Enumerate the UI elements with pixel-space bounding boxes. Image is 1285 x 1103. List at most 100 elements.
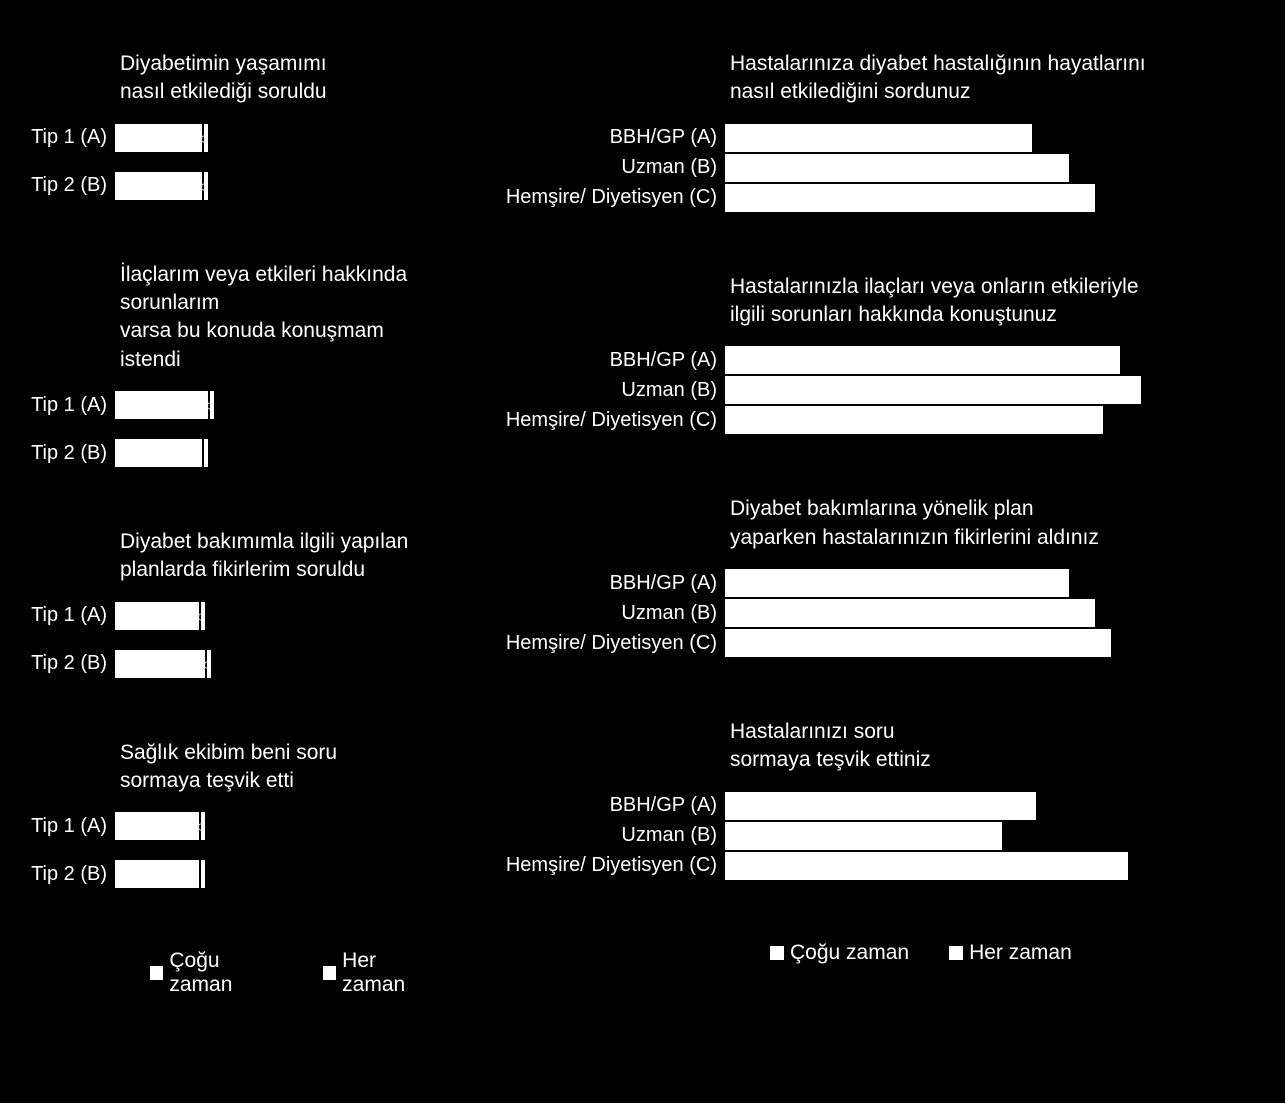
right-section-2-title: Hastalarınızla ilaçları veya onların etk… xyxy=(730,273,1150,330)
bar-row: Uzman (B) xyxy=(480,375,1260,405)
bar-fill xyxy=(115,650,211,678)
bar-footnote: b xyxy=(200,130,207,145)
bar-footnote: b xyxy=(197,819,204,834)
title-line: Hastalarınızı sorusormaya teşvik ettiniz xyxy=(730,720,931,771)
bar-label: Tip 1 (A) xyxy=(20,815,115,838)
right-section-3-bars: BBH/GP (A) Uzman (B) Hemşire/ Diyetisyen… xyxy=(480,568,1260,658)
bar-track: b xyxy=(115,650,415,678)
legend-swatch-icon xyxy=(949,946,963,960)
legend-item-her: Her zaman xyxy=(323,949,440,997)
bar-row: Hemşire/ Diyetisyen (C) xyxy=(480,405,1260,435)
right-section-3-title: Diyabet bakımlarına yönelik planyaparken… xyxy=(730,495,1150,552)
bar-track xyxy=(725,124,1145,152)
bar-fill xyxy=(725,852,1128,880)
bar-row: BBH/GP (A) xyxy=(480,123,1260,153)
left-section-2: İlaçlarım veya etkileri hakkında sorunla… xyxy=(20,261,440,468)
bar-fill xyxy=(115,172,208,200)
title-line: Hastalarınızla ilaçları veya onların etk… xyxy=(730,275,1139,326)
bar-row: Uzman (B) xyxy=(480,153,1260,183)
left-section-4: Sağlık ekibim beni sorusormaya teşvik et… xyxy=(20,739,440,890)
chart-grid: Diyabetimin yaşamımınasıl etkilediği sor… xyxy=(0,0,1285,997)
bar-row: Hemşire/ Diyetisyen (C) xyxy=(480,183,1260,213)
bar-fill xyxy=(725,406,1103,434)
legend-swatch-icon xyxy=(770,946,784,960)
bar-label: BBH/GP (A) xyxy=(480,126,725,149)
bar-fill xyxy=(725,629,1111,657)
left-section-2-bars: Tip 1 (A) b Tip 2 (B) xyxy=(20,390,440,468)
legend-swatch-icon xyxy=(150,966,163,980)
right-section-2-bars: BBH/GP (A) Uzman (B) Hemşire/ Diyetisyen… xyxy=(480,345,1260,435)
right-section-1: Hastalarınıza diyabet hastalığının hayat… xyxy=(480,50,1260,213)
bar-row: Uzman (B) xyxy=(480,821,1260,851)
right-section-4-bars: BBH/GP (A) Uzman (B) Hemşire/ Diyetisyen… xyxy=(480,791,1260,881)
bar-row: BBH/GP (A) xyxy=(480,345,1260,375)
bar-fill xyxy=(725,346,1120,374)
bar-fill xyxy=(725,154,1069,182)
legend-swatch-icon xyxy=(323,966,336,980)
right-legend: Çoğu zaman Her zaman xyxy=(770,941,1260,965)
title-line: Diyabet bakımlarına yönelik planyaparken… xyxy=(730,497,1099,548)
bar-fill xyxy=(725,822,1002,850)
bar-fill xyxy=(115,391,214,419)
title-line: Sağlık ekibim beni sorusormaya teşvik et… xyxy=(120,741,337,792)
right-section-4: Hastalarınızı sorusormaya teşvik ettiniz… xyxy=(480,718,1260,881)
bar-row: BBH/GP (A) xyxy=(480,791,1260,821)
left-section-1: Diyabetimin yaşamımınasıl etkilediği sor… xyxy=(20,50,440,201)
bar-label: BBH/GP (A) xyxy=(480,572,725,595)
bar-track xyxy=(725,599,1145,627)
bar-label: Tip 1 (A) xyxy=(20,604,115,627)
bar-track xyxy=(725,569,1145,597)
bar-label: Hemşire/ Diyetisyen (C) xyxy=(480,186,725,209)
bar-footnote: b xyxy=(200,178,207,193)
bar-track xyxy=(115,439,415,467)
bar-label: Tip 1 (A) xyxy=(20,126,115,149)
bar-label: Uzman (B) xyxy=(480,824,725,847)
bar-fill xyxy=(725,124,1032,152)
legend-item-cogu: Çoğu zaman xyxy=(770,941,909,965)
bar-footnote: b xyxy=(197,608,204,623)
title-line: Hastalarınıza diyabet hastalığının hayat… xyxy=(730,52,1146,103)
bar-fill xyxy=(725,376,1141,404)
left-section-3-title: Diyabet bakımımla ilgili yapılanplanlard… xyxy=(120,528,440,585)
legend-label: Her zaman xyxy=(969,941,1072,965)
left-column: Diyabetimin yaşamımınasıl etkilediği sor… xyxy=(20,50,440,997)
bar-fill xyxy=(725,599,1095,627)
bar-label: Uzman (B) xyxy=(480,602,725,625)
bar-row: Tip 1 (A) b xyxy=(20,601,440,631)
right-section-1-bars: BBH/GP (A) Uzman (B) Hemşire/ Diyetisyen… xyxy=(480,123,1260,213)
bar-row: BBH/GP (A) xyxy=(480,568,1260,598)
bar-track xyxy=(725,154,1145,182)
right-section-2: Hastalarınızla ilaçları veya onların etk… xyxy=(480,273,1260,436)
bar-label: Hemşire/ Diyetisyen (C) xyxy=(480,632,725,655)
bar-fill xyxy=(115,860,205,888)
title-line: Diyabetimin yaşamımınasıl etkilediği sor… xyxy=(120,52,327,103)
bar-row: Tip 1 (A) b xyxy=(20,811,440,841)
bar-row: Hemşire/ Diyetisyen (C) xyxy=(480,628,1260,658)
bar-label: Uzman (B) xyxy=(480,156,725,179)
legend-label: Her zaman xyxy=(342,949,440,997)
bar-track: b xyxy=(115,124,415,152)
bar-track xyxy=(725,184,1145,212)
legend-label: Çoğu zaman xyxy=(790,941,909,965)
left-legend: Çoğu zaman Her zaman xyxy=(150,949,440,997)
legend-item-her: Her zaman xyxy=(949,941,1072,965)
bar-fill xyxy=(115,812,205,840)
bar-track xyxy=(115,860,415,888)
bar-track: b xyxy=(115,172,415,200)
bar-label: Tip 2 (B) xyxy=(20,863,115,886)
bar-label: BBH/GP (A) xyxy=(480,794,725,817)
bar-fill xyxy=(725,184,1095,212)
left-section-3: Diyabet bakımımla ilgili yapılanplanlard… xyxy=(20,528,440,679)
bar-label: Uzman (B) xyxy=(480,379,725,402)
bar-label: Hemşire/ Diyetisyen (C) xyxy=(480,409,725,432)
bar-tick xyxy=(202,439,204,467)
bar-row: Tip 2 (B) xyxy=(20,859,440,889)
left-section-4-bars: Tip 1 (A) b Tip 2 (B) xyxy=(20,811,440,889)
bar-footnote: b xyxy=(203,656,210,671)
bar-row: Uzman (B) xyxy=(480,598,1260,628)
left-section-1-title: Diyabetimin yaşamımınasıl etkilediği sor… xyxy=(120,50,440,107)
bar-track xyxy=(725,376,1145,404)
bar-fill xyxy=(115,439,208,467)
bar-row: Tip 1 (A) b xyxy=(20,123,440,153)
left-section-3-bars: Tip 1 (A) b Tip 2 (B) b xyxy=(20,601,440,679)
